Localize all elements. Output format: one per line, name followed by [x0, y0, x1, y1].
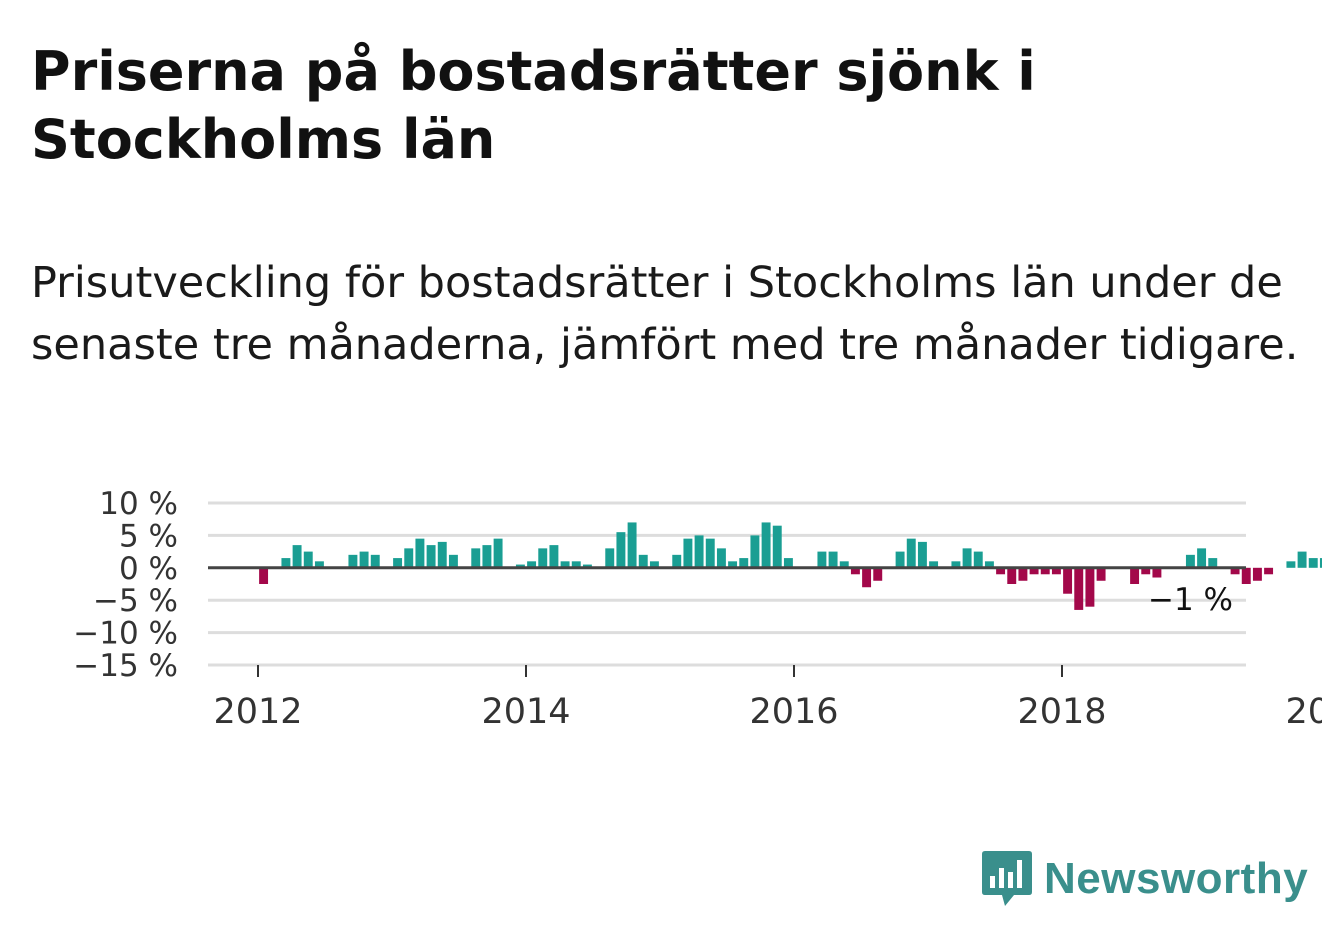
bar	[850, 567, 860, 575]
bar	[281, 558, 291, 568]
bar	[259, 567, 269, 584]
y-tick-label: −5 %	[93, 583, 178, 619]
bar	[605, 548, 615, 568]
bar	[1230, 567, 1240, 575]
bar	[348, 554, 358, 568]
bar	[426, 545, 436, 568]
bar	[1185, 554, 1195, 568]
x-tick-label: 2018	[1017, 692, 1106, 732]
bar	[772, 525, 782, 568]
bar	[672, 554, 682, 568]
bar	[1208, 558, 1218, 568]
bar	[1264, 567, 1274, 575]
bar	[292, 545, 302, 568]
axes: 10 %5 %0 %−5 %−10 %−15 % 2012 2014 2016 2018…	[73, 486, 1322, 732]
bar	[1152, 567, 1162, 578]
bar	[1040, 567, 1050, 575]
bar	[1197, 548, 1207, 568]
bar	[1051, 567, 1061, 575]
newsworthy-logo-icon	[982, 851, 1032, 906]
bar	[538, 548, 548, 568]
gridlines	[208, 501, 1246, 667]
bar	[1130, 567, 1140, 584]
bar	[471, 548, 481, 568]
bar	[728, 561, 738, 568]
bar	[582, 564, 592, 568]
bar	[1007, 567, 1017, 584]
y-tick-label: −10 %	[73, 616, 178, 652]
bar	[1029, 567, 1039, 575]
bar	[917, 541, 927, 568]
chart-title: Priserna på bostadsrätter sjönk i Stockh…	[31, 40, 1036, 171]
bar	[1297, 551, 1307, 568]
price-change-bar-chart: 10 %5 %0 %−5 %−10 %−15 % 2012 2014 2016 2018…	[73, 486, 1322, 732]
y-tick-label: 5 %	[119, 518, 178, 554]
bar	[314, 561, 324, 568]
bar	[627, 522, 637, 568]
bar	[437, 541, 447, 568]
x-tick-label: 2012	[213, 692, 302, 732]
bar	[750, 535, 760, 568]
bar	[1096, 567, 1106, 581]
bar	[828, 551, 838, 568]
bar	[493, 538, 503, 568]
bar	[303, 551, 313, 568]
bar	[984, 561, 994, 568]
bar	[996, 567, 1006, 575]
bar	[862, 567, 872, 588]
bar	[973, 551, 983, 568]
chart-subtitle: Prisutveckling för bostadsrätter i Stock…	[31, 258, 1299, 370]
bar	[761, 522, 771, 568]
x-tick-label: 2016	[749, 692, 838, 732]
bar	[962, 548, 972, 568]
bar	[549, 545, 559, 568]
x-tick-label: 2020	[1285, 692, 1322, 732]
bar	[448, 554, 458, 568]
bar	[370, 554, 380, 568]
bar	[515, 564, 525, 568]
bar	[1252, 567, 1262, 581]
bar	[694, 535, 704, 568]
bar	[560, 561, 570, 568]
bar	[1308, 558, 1318, 568]
bar	[571, 561, 581, 568]
newsworthy-logo: Newsworthy	[980, 848, 1308, 910]
bar	[527, 561, 537, 568]
x-tick-label: 2014	[481, 692, 570, 732]
bar	[393, 558, 403, 568]
bar	[705, 538, 715, 568]
bar	[359, 551, 369, 568]
y-tick-label: −15 %	[73, 648, 178, 684]
bar	[1085, 567, 1095, 607]
bar	[1141, 567, 1151, 575]
bar	[1319, 558, 1322, 568]
bar	[716, 548, 726, 568]
bar	[906, 538, 916, 568]
bar	[783, 558, 793, 568]
bars	[259, 522, 1322, 610]
bar	[1018, 567, 1028, 581]
bar	[1063, 567, 1073, 594]
latest-value-label: −1 %	[1148, 582, 1233, 618]
bar	[929, 561, 939, 568]
bar	[873, 567, 883, 581]
bar	[839, 561, 849, 568]
bar	[895, 551, 905, 568]
y-tick-label: 10 %	[99, 486, 178, 522]
bar	[638, 554, 648, 568]
bar	[817, 551, 827, 568]
bar	[1241, 567, 1251, 584]
bar	[482, 545, 492, 568]
bar	[1074, 567, 1084, 610]
bar	[951, 561, 961, 568]
newsworthy-logo-text: Newsworthy	[1044, 854, 1309, 903]
bar	[739, 558, 749, 568]
bar	[649, 561, 659, 568]
y-tick-label: 0 %	[119, 551, 178, 587]
bar	[616, 532, 626, 568]
bar	[415, 538, 425, 568]
bar	[1286, 561, 1296, 568]
bar	[404, 548, 414, 568]
bar	[683, 538, 693, 568]
